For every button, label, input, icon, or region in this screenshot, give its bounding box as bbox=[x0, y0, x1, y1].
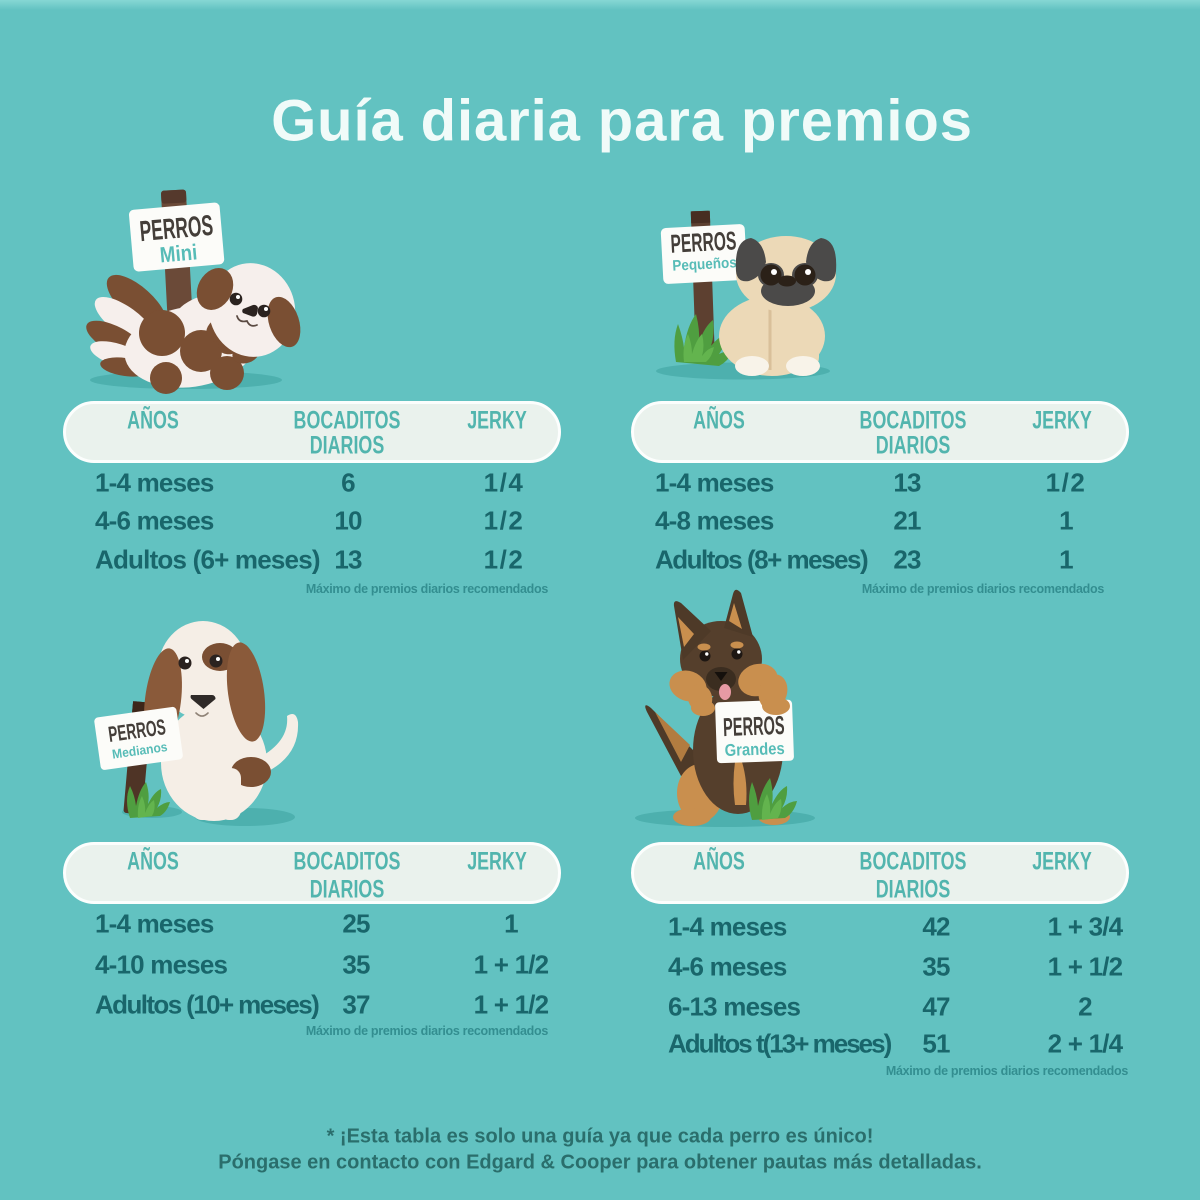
svg-text:Mini: Mini bbox=[159, 241, 198, 268]
svg-text:PERROS: PERROS bbox=[138, 209, 214, 248]
svg-text:Grandes: Grandes bbox=[724, 740, 785, 760]
svg-text:PERROS: PERROS bbox=[723, 712, 785, 743]
svg-text:Pequeños: Pequeños bbox=[672, 255, 737, 275]
svg-text:PERROS: PERROS bbox=[670, 226, 737, 259]
